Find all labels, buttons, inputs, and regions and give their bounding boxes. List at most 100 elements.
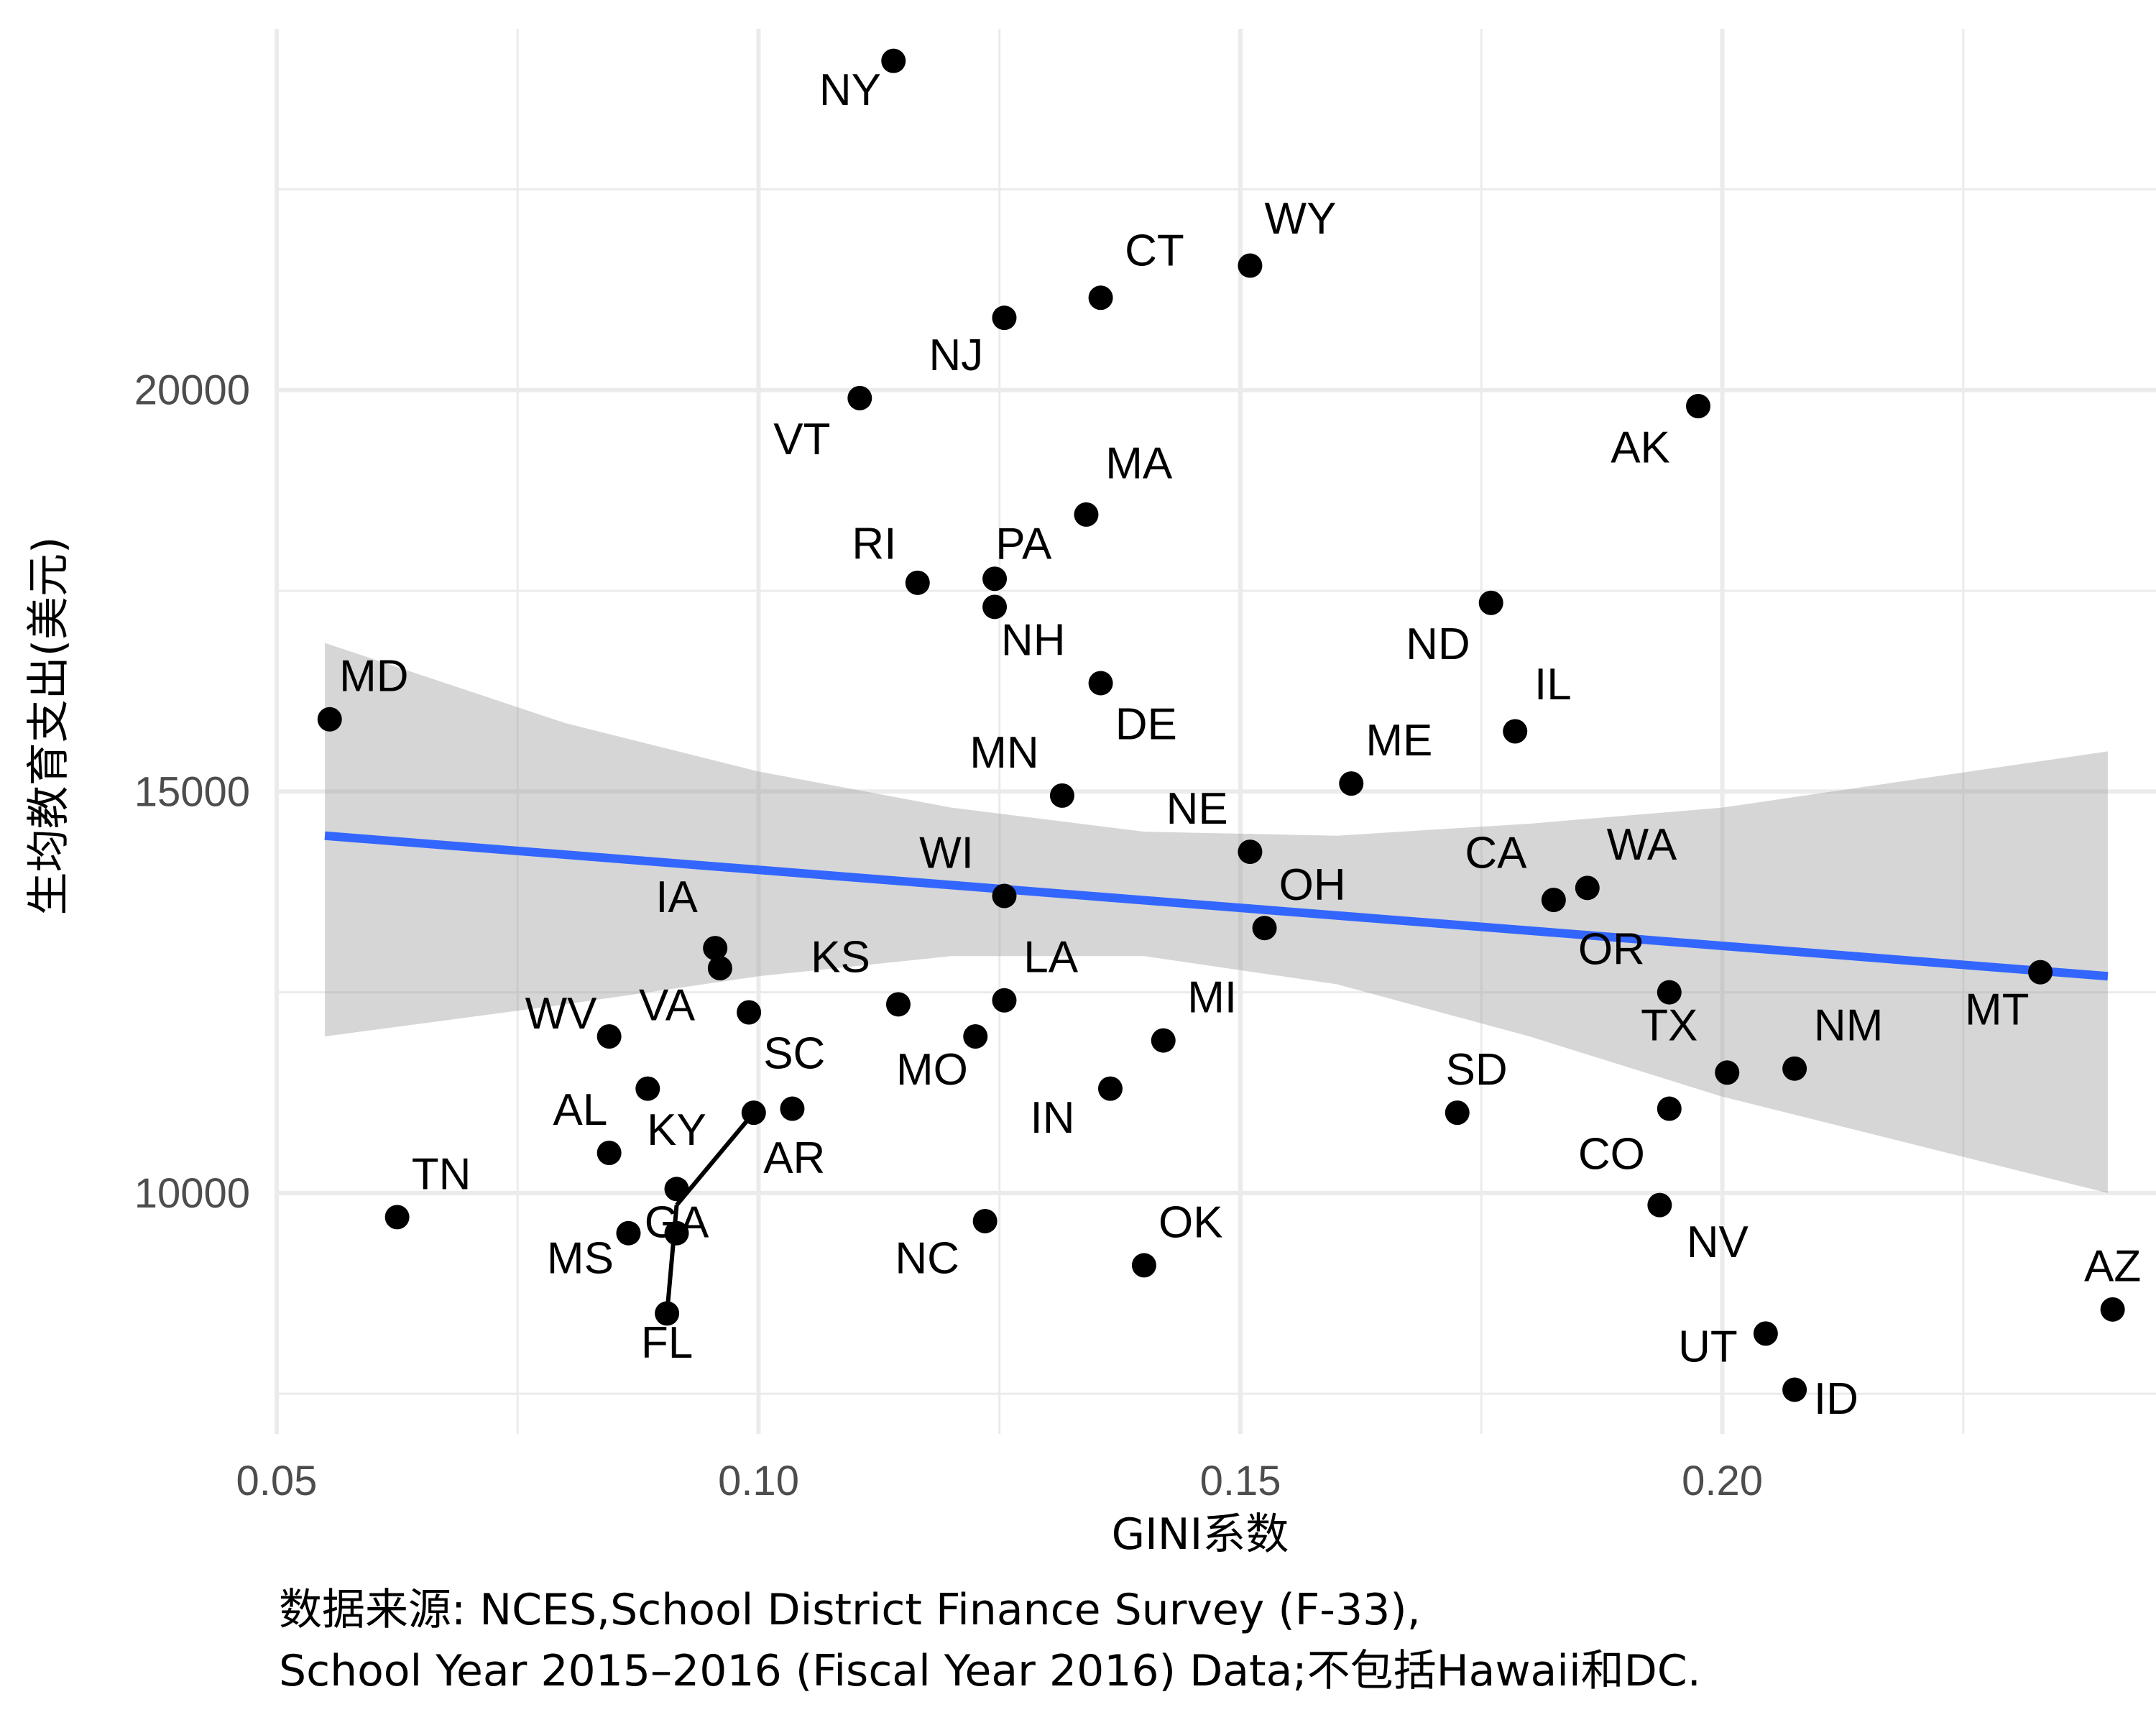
- x-tick-label-2: 0.15: [1200, 1458, 1281, 1504]
- point-label-ok: OK: [1158, 1197, 1223, 1247]
- caption-line-2: School Year 2015–2016 (Fiscal Year 2016)…: [279, 1646, 1701, 1696]
- point-mi: [1151, 1028, 1176, 1053]
- y-tick-label-1: 15000: [134, 768, 250, 815]
- point-label-ks: KS: [811, 933, 870, 983]
- point-tn: [384, 1205, 410, 1230]
- point-labels: NY WY CT NJ VT AK MA RI PA NH ND DE IL MD ME MN NE WA WI CA…: [339, 65, 2141, 1424]
- point-ia: [703, 936, 728, 961]
- x-axis-ticks: 0.05 0.10 0.15 0.20: [236, 1458, 1763, 1504]
- x-tick-label-0: 0.05: [236, 1458, 318, 1504]
- point-label-nh: NH: [1001, 615, 1066, 665]
- point-tx: [1715, 1060, 1740, 1085]
- point-pa: [982, 566, 1008, 592]
- point-label-mi: MI: [1187, 973, 1237, 1023]
- point-label-nj: NJ: [929, 331, 984, 380]
- point-label-sd: SD: [1446, 1045, 1508, 1095]
- connector-0: [675, 1111, 756, 1207]
- point-label-nm: NM: [1814, 1001, 1883, 1051]
- point-az: [2100, 1297, 2125, 1322]
- point-label-wa: WA: [1607, 820, 1677, 870]
- point-wa: [1575, 875, 1600, 901]
- point-co: [1657, 1096, 1682, 1121]
- point-label-nv: NV: [1687, 1218, 1749, 1267]
- point-label-va: VA: [639, 981, 696, 1031]
- y-tick-label-0: 10000: [134, 1170, 250, 1217]
- point-in: [1097, 1076, 1123, 1101]
- point-label-ny: NY: [819, 65, 881, 115]
- point-va: [737, 1000, 762, 1025]
- point-label-ma: MA: [1105, 439, 1173, 489]
- point-label-mn: MN: [969, 728, 1038, 778]
- point-wy: [1238, 253, 1263, 278]
- x-tick-label-1: 0.10: [718, 1458, 799, 1504]
- point-label-al: AL: [553, 1085, 608, 1135]
- point-mt: [2028, 960, 2053, 985]
- point-ok: [1131, 1253, 1156, 1278]
- point-or: [1657, 980, 1682, 1005]
- point-label-md: MD: [339, 652, 408, 702]
- point-me: [1339, 771, 1364, 796]
- point-label-me: ME: [1365, 716, 1432, 765]
- point-md: [317, 707, 342, 732]
- point-label-ne: NE: [1166, 784, 1228, 834]
- point-nh: [982, 594, 1008, 620]
- point-nj: [992, 305, 1017, 331]
- point-ne: [1238, 840, 1263, 865]
- point-ky: [664, 1177, 689, 1202]
- point-label-ca: CA: [1465, 828, 1527, 878]
- point-label-il: IL: [1534, 660, 1572, 709]
- data-points: [317, 48, 2125, 1402]
- confidence-band: [325, 643, 2108, 1193]
- point-label-wi: WI: [919, 828, 974, 878]
- point-label-mt: MT: [1965, 985, 2030, 1034]
- point-label-mo: MO: [896, 1045, 968, 1095]
- point-ar: [741, 1100, 766, 1126]
- y-axis-title: 生均教育支出(美元): [24, 537, 74, 916]
- point-label-ga: GA: [645, 1197, 709, 1247]
- point-vt: [847, 385, 872, 410]
- point-il: [1503, 719, 1528, 744]
- point-label-ar: AR: [763, 1133, 825, 1183]
- point-label-ct: CT: [1125, 226, 1184, 276]
- point-ak: [1686, 394, 1711, 419]
- point-al: [596, 1141, 622, 1165]
- confidence-band-area: [325, 643, 2108, 1193]
- point-ut: [1753, 1321, 1778, 1346]
- point-nv: [1647, 1192, 1672, 1218]
- point-id: [1782, 1377, 1807, 1402]
- point-label-nc: NC: [895, 1234, 959, 1284]
- point-label-ak: AK: [1611, 423, 1670, 472]
- point-unlabeled-22: [707, 956, 732, 981]
- point-ks: [885, 992, 911, 1017]
- point-label-vt: VT: [773, 415, 830, 464]
- x-tick-label-3: 0.20: [1682, 1458, 1763, 1504]
- point-label-ut: UT: [1678, 1322, 1738, 1371]
- point-label-ri: RI: [852, 519, 896, 569]
- point-label-fl: FL: [641, 1318, 693, 1368]
- point-label-nd: ND: [1406, 620, 1470, 669]
- point-label-ia: IA: [655, 873, 698, 922]
- regression-line: [324, 831, 2109, 981]
- point-sc: [780, 1096, 805, 1121]
- point-wv: [596, 1024, 622, 1049]
- point-ga: [664, 1220, 689, 1246]
- point-label-in: IN: [1031, 1093, 1075, 1143]
- point-label-ky: KY: [647, 1105, 706, 1155]
- point-label-pa: PA: [995, 519, 1052, 569]
- point-unlabeled-34: [635, 1076, 660, 1101]
- trend-line: [324, 831, 2109, 981]
- point-nd: [1478, 590, 1503, 615]
- caption-line-1: 数据来源: NCES,School District Finance Surve…: [279, 1585, 1421, 1635]
- point-label-la: LA: [1023, 933, 1078, 983]
- point-label-az: AZ: [2084, 1242, 2141, 1292]
- point-la: [992, 988, 1017, 1013]
- point-nm: [1782, 1056, 1807, 1081]
- point-label-tn: TN: [412, 1149, 471, 1199]
- point-ri: [905, 570, 930, 595]
- point-label-co: CO: [1578, 1129, 1645, 1179]
- point-label-tx: TX: [1641, 1001, 1697, 1051]
- point-sd: [1445, 1100, 1470, 1126]
- point-wi: [992, 883, 1017, 908]
- point-de: [1088, 671, 1113, 696]
